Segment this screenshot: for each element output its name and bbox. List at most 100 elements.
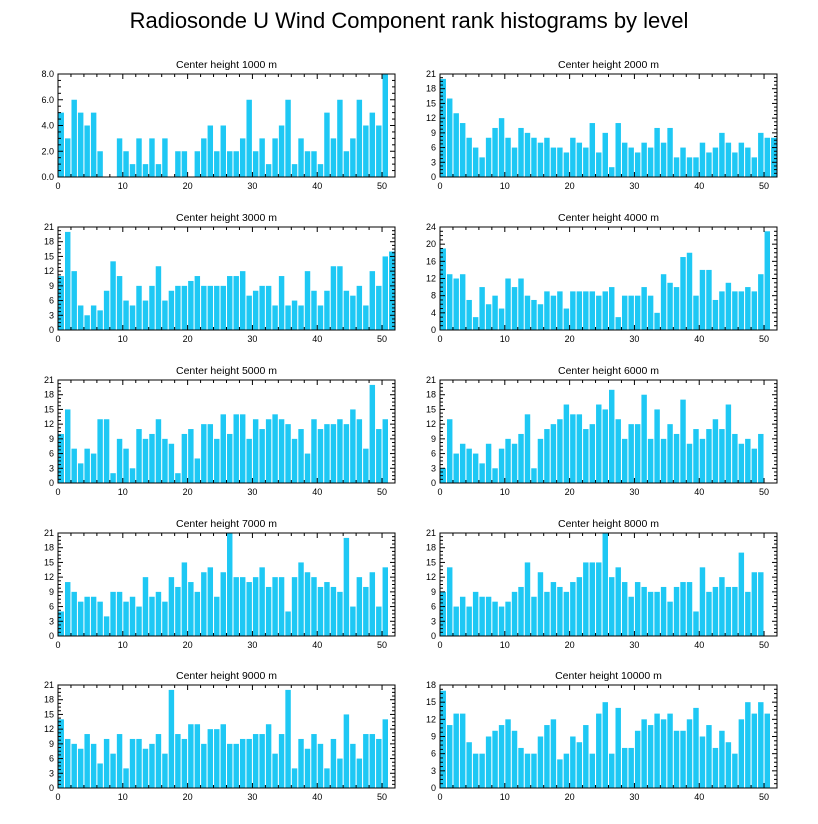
panel-8-bar — [641, 586, 647, 636]
panel-10-xtick-label: 0 — [437, 792, 442, 802]
panel-7-ytick-label: 21 — [44, 528, 54, 538]
panel-9-xtick-label: 10 — [118, 792, 128, 802]
panel-3-bar — [227, 276, 233, 330]
panel-1-bar — [129, 164, 136, 178]
panel-8-bar — [466, 606, 472, 636]
panel-5-bar — [298, 429, 304, 483]
panel-6-bar — [615, 419, 621, 483]
panel-2-xtick-label: 30 — [629, 181, 639, 191]
panel-9-xtick-label: 30 — [247, 792, 257, 802]
panel-6-ytick-label: 0 — [431, 478, 436, 488]
panel-2-bar — [453, 113, 459, 177]
panel-4-ytick-label: 24 — [426, 222, 436, 232]
panel-6-xtick-label: 10 — [500, 487, 510, 497]
panel-5-ytick-label: 6 — [49, 449, 54, 459]
panel-5-bar — [337, 419, 343, 483]
panel-1-bar — [291, 164, 298, 178]
panel-7-ytick-label: 15 — [44, 557, 54, 567]
panel-1-ytick-label: 2.0 — [41, 146, 54, 156]
panel-7-bar — [227, 533, 233, 636]
panel-6-bar — [531, 468, 537, 483]
panel-10-bar — [602, 702, 608, 788]
panel-5-bar — [214, 438, 220, 483]
panel-1-bar — [363, 125, 369, 177]
panel-9-ytick-label: 9 — [49, 739, 54, 749]
panel-5-bar — [65, 409, 71, 483]
panel-2-ytick-label: 9 — [431, 128, 436, 138]
panel-2-bar — [440, 78, 446, 177]
panel-1-bar — [97, 151, 103, 177]
panel-1-bar — [239, 138, 246, 178]
panel-8-bar — [693, 611, 699, 636]
panel-10-bar — [511, 730, 518, 788]
panel-9-xtick-label: 40 — [312, 792, 322, 802]
panel-4-bar — [596, 295, 602, 330]
panel-9-bar — [350, 743, 356, 788]
panel-1-bar — [149, 138, 155, 178]
panel-3-bar — [389, 251, 395, 330]
panel-3-bar — [259, 285, 265, 330]
panel-4-bar — [634, 295, 641, 330]
panel-8-xtick-label: 40 — [694, 640, 704, 650]
panel-2-bar — [719, 132, 725, 177]
panel-9-bar — [214, 729, 220, 788]
panel-10-bar — [706, 725, 712, 788]
panel-8-bar — [570, 582, 576, 636]
panel-10-bar — [680, 730, 686, 788]
panel-5-bar — [71, 448, 77, 483]
panel-2-bar — [609, 167, 615, 177]
panel-9-ytick-label: 6 — [49, 754, 54, 764]
panel-5-bar — [123, 448, 129, 483]
panel-1-bar — [278, 125, 285, 177]
panel-1-xtick-label: 20 — [183, 181, 193, 191]
panel-3-bar — [207, 285, 214, 330]
panel-6-bar — [602, 409, 608, 483]
panel-6-bar — [459, 443, 466, 483]
panel-7-bar — [330, 586, 337, 636]
panel-5-bar — [259, 429, 265, 483]
panel-6-bar — [628, 424, 634, 483]
panel-3-bar — [71, 271, 77, 330]
panel-5-bar — [175, 473, 181, 483]
panel-1-xtick-label: 30 — [247, 181, 257, 191]
panel-5-bar — [181, 433, 188, 483]
panel-10-bar — [621, 747, 628, 788]
panel-10-xtick-label: 30 — [629, 792, 639, 802]
panel-5-bar — [194, 458, 201, 483]
panel-6-bar — [596, 404, 602, 483]
panel-3-bar — [97, 310, 103, 330]
panel-4-bar — [673, 287, 680, 330]
panel-6-bar — [479, 463, 485, 483]
panel-7-bar — [369, 572, 376, 636]
panel-6-bar — [725, 404, 732, 483]
panel-1-bar — [214, 151, 220, 177]
panel-10-bar — [466, 742, 472, 788]
panel-8-bar — [719, 577, 725, 636]
panel-4-ytick-label: 20 — [426, 239, 436, 249]
panel-10-bar — [634, 730, 641, 788]
panel-9-bar — [188, 724, 194, 788]
panel-6-ytick-label: 18 — [426, 390, 436, 400]
panel-5-bar — [343, 424, 350, 483]
panel-1-bar — [350, 138, 356, 178]
panel-8-xtick-label: 10 — [500, 640, 510, 650]
panel-7-bar — [214, 596, 220, 636]
panel-4-bar — [751, 291, 758, 331]
panel-6-bar — [524, 414, 531, 483]
panel-8-title: Center height 8000 m — [558, 518, 659, 530]
panel-5-xtick-label: 50 — [377, 487, 387, 497]
panel-1-bar — [298, 138, 304, 178]
panel-10-bar — [589, 753, 596, 788]
panel-1-bar — [116, 138, 123, 178]
panel-4-bar — [472, 317, 479, 331]
panel-5-xtick-label: 10 — [118, 487, 128, 497]
panel-8-xtick-label: 50 — [759, 640, 769, 650]
panel-2-bar — [576, 142, 583, 177]
panel-6-ytick-label: 15 — [426, 404, 436, 414]
panel-4-bar — [660, 274, 667, 330]
panel-6-bar — [647, 438, 654, 483]
panel-3-bar — [311, 290, 317, 330]
panel-9-bar — [259, 734, 265, 788]
panel-8-bar — [518, 586, 524, 636]
panel-9-bar — [363, 734, 369, 788]
